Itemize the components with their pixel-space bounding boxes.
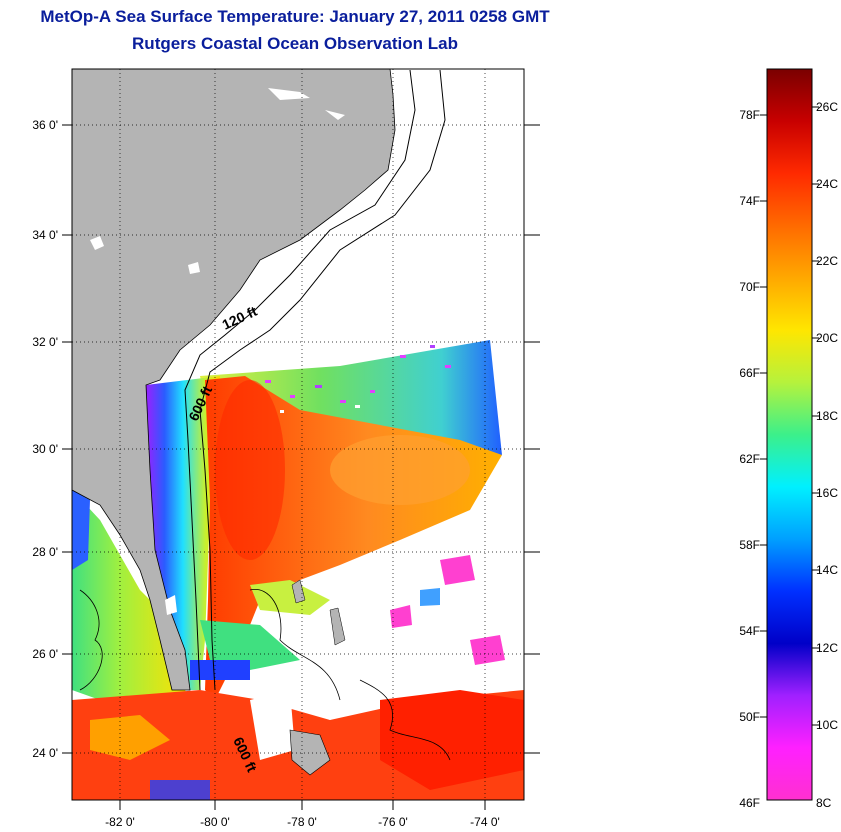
lat-label: 26 0' bbox=[32, 647, 58, 661]
lon-label: -78 0' bbox=[287, 815, 317, 829]
cloud-patches bbox=[250, 520, 505, 760]
colorbar-c-label: 8C bbox=[816, 796, 832, 810]
colorbar-f-label: 54F bbox=[739, 624, 760, 638]
colorbar-f-label: 78F bbox=[739, 108, 760, 122]
lon-label: -74 0' bbox=[470, 815, 500, 829]
colorbar-c-label: 26C bbox=[816, 100, 838, 114]
land-mass bbox=[72, 69, 396, 691]
colorbar-f-label: 62F bbox=[739, 452, 760, 466]
north-sst-area bbox=[200, 340, 502, 455]
contour-120ft bbox=[184, 69, 416, 691]
colorbar-c-label: 18C bbox=[816, 409, 838, 423]
colorbar-c-label: 10C bbox=[816, 718, 838, 732]
lon-label: -82 0' bbox=[105, 815, 135, 829]
lat-label: 28 0' bbox=[32, 545, 58, 559]
cuba-land bbox=[289, 729, 331, 776]
longitude-labels: -82 0' -80 0' -78 0' -76 0' -74 0' bbox=[105, 815, 500, 829]
contour-600ft bbox=[199, 69, 446, 691]
lon-label: -80 0' bbox=[200, 815, 230, 829]
colorbar-c-label: 14C bbox=[816, 563, 838, 577]
colorbar-c-label: 24C bbox=[816, 177, 838, 191]
colorbar-f-label: 66F bbox=[739, 366, 760, 380]
lon-label: -76 0' bbox=[378, 815, 408, 829]
colorbar-f-label: 70F bbox=[739, 280, 760, 294]
lat-label: 32 0' bbox=[32, 335, 58, 349]
colorbar-f-label: 46F bbox=[739, 796, 760, 810]
colorbar-c-label: 22C bbox=[816, 254, 838, 268]
gulf-sst-area bbox=[72, 490, 190, 705]
colorbar-scale bbox=[766, 68, 813, 801]
map-frame bbox=[71, 68, 525, 801]
latitude-labels: 36 0' 34 0' 32 0' 30 0' 28 0' 26 0' 24 0… bbox=[32, 118, 58, 760]
colorbar-c-label: 12C bbox=[816, 641, 838, 655]
cloud-speckle bbox=[265, 345, 451, 413]
map-panel bbox=[72, 69, 524, 800]
lat-label: 24 0' bbox=[32, 746, 58, 760]
colorbar: 78F 74F 70F 66F 62F 58F 54F 50F 46F 26C … bbox=[739, 68, 838, 810]
colorbar-c-label: 16C bbox=[816, 486, 838, 500]
coastal-shelf-sst bbox=[146, 376, 220, 690]
colorbar-c-label: 20C bbox=[816, 331, 838, 345]
lat-label: 36 0' bbox=[32, 118, 58, 132]
graticule bbox=[72, 69, 524, 800]
lat-label: 34 0' bbox=[32, 228, 58, 242]
map-subtitle: Rutgers Coastal Ocean Observation Lab bbox=[132, 34, 458, 53]
lat-label: 30 0' bbox=[32, 442, 58, 456]
map-title: MetOp-A Sea Surface Temperature: January… bbox=[40, 7, 550, 26]
colorbar-f-label: 50F bbox=[739, 710, 760, 724]
colorbar-f-label: 58F bbox=[739, 538, 760, 552]
colorbar-f-label: 74F bbox=[739, 194, 760, 208]
